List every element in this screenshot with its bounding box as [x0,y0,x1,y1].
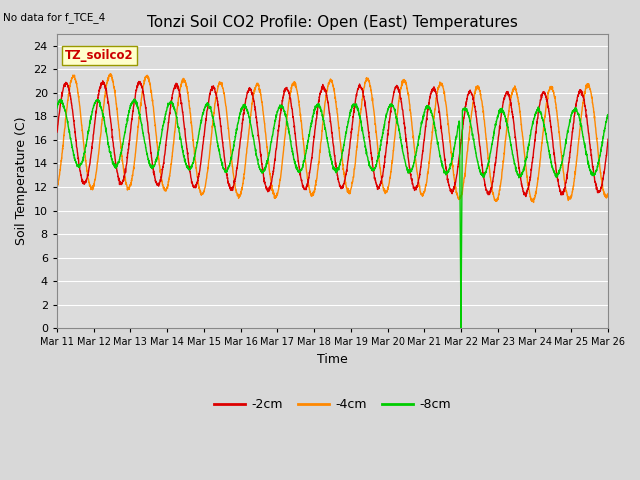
Legend: -2cm, -4cm, -8cm: -2cm, -4cm, -8cm [209,393,456,416]
Text: TZ_soilco2: TZ_soilco2 [65,48,134,61]
X-axis label: Time: Time [317,353,348,366]
Title: Tonzi Soil CO2 Profile: Open (East) Temperatures: Tonzi Soil CO2 Profile: Open (East) Temp… [147,15,518,30]
Y-axis label: Soil Temperature (C): Soil Temperature (C) [15,117,28,245]
Text: No data for f_TCE_4: No data for f_TCE_4 [3,12,106,23]
